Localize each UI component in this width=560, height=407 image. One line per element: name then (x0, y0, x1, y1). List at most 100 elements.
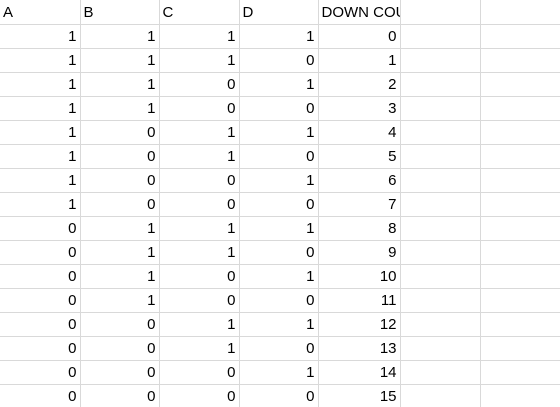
empty-cell[interactable] (480, 168, 560, 193)
cell-d[interactable]: 1 (239, 24, 319, 49)
cell-a[interactable]: 1 (0, 168, 81, 193)
cell-c[interactable]: 1 (159, 336, 240, 361)
cell-b[interactable]: 0 (80, 384, 160, 407)
cell-b[interactable]: 1 (80, 72, 160, 97)
cell-b[interactable]: 1 (80, 240, 160, 265)
cell-c[interactable]: 1 (159, 312, 240, 337)
cell-b[interactable]: 0 (80, 360, 160, 385)
cell-c[interactable]: 1 (159, 120, 240, 145)
empty-cell[interactable] (480, 120, 560, 145)
cell-c[interactable]: 1 (159, 240, 240, 265)
cell-output[interactable]: 11 (318, 288, 401, 313)
empty-cell[interactable] (400, 240, 481, 265)
header-cell-a[interactable]: A (0, 0, 81, 25)
empty-cell[interactable] (400, 312, 481, 337)
empty-cell[interactable] (480, 48, 560, 73)
cell-b[interactable]: 1 (80, 264, 160, 289)
empty-cell[interactable] (480, 216, 560, 241)
cell-d[interactable]: 1 (239, 72, 319, 97)
empty-cell[interactable] (480, 144, 560, 169)
empty-cell[interactable] (400, 0, 481, 25)
cell-b[interactable]: 1 (80, 48, 160, 73)
cell-a[interactable]: 1 (0, 48, 81, 73)
cell-c[interactable]: 1 (159, 24, 240, 49)
empty-cell[interactable] (480, 288, 560, 313)
empty-cell[interactable] (400, 96, 481, 121)
header-cell-c[interactable]: C (159, 0, 240, 25)
cell-a[interactable]: 0 (0, 240, 81, 265)
cell-b[interactable]: 1 (80, 288, 160, 313)
empty-cell[interactable] (400, 72, 481, 97)
empty-cell[interactable] (400, 144, 481, 169)
empty-cell[interactable] (400, 288, 481, 313)
empty-cell[interactable] (400, 264, 481, 289)
cell-a[interactable]: 0 (0, 216, 81, 241)
cell-output[interactable]: 6 (318, 168, 401, 193)
empty-cell[interactable] (400, 384, 481, 407)
empty-cell[interactable] (400, 360, 481, 385)
cell-b[interactable]: 0 (80, 192, 160, 217)
empty-cell[interactable] (480, 192, 560, 217)
cell-output[interactable]: 8 (318, 216, 401, 241)
cell-c[interactable]: 0 (159, 96, 240, 121)
empty-cell[interactable] (400, 24, 481, 49)
cell-d[interactable]: 1 (239, 360, 319, 385)
cell-c[interactable]: 0 (159, 360, 240, 385)
empty-cell[interactable] (480, 384, 560, 407)
empty-cell[interactable] (480, 264, 560, 289)
cell-output[interactable]: 7 (318, 192, 401, 217)
cell-output[interactable]: 0 (318, 24, 401, 49)
cell-a[interactable]: 1 (0, 192, 81, 217)
cell-d[interactable]: 0 (239, 336, 319, 361)
cell-a[interactable]: 0 (0, 288, 81, 313)
cell-a[interactable]: 0 (0, 336, 81, 361)
cell-d[interactable]: 0 (239, 48, 319, 73)
cell-a[interactable]: 1 (0, 144, 81, 169)
cell-d[interactable]: 0 (239, 288, 319, 313)
cell-b[interactable]: 0 (80, 312, 160, 337)
cell-a[interactable]: 0 (0, 312, 81, 337)
cell-d[interactable]: 0 (239, 96, 319, 121)
cell-a[interactable]: 1 (0, 24, 81, 49)
cell-b[interactable]: 1 (80, 24, 160, 49)
cell-output[interactable]: 15 (318, 384, 401, 407)
header-cell-b[interactable]: B (80, 0, 160, 25)
empty-cell[interactable] (480, 24, 560, 49)
cell-c[interactable]: 0 (159, 264, 240, 289)
header-cell-output[interactable]: DOWN COUNTER OUTPUT (318, 0, 401, 25)
cell-d[interactable]: 1 (239, 216, 319, 241)
cell-c[interactable]: 0 (159, 192, 240, 217)
cell-d[interactable]: 0 (239, 192, 319, 217)
empty-cell[interactable] (400, 48, 481, 73)
cell-b[interactable]: 1 (80, 96, 160, 121)
cell-output[interactable]: 14 (318, 360, 401, 385)
cell-output[interactable]: 5 (318, 144, 401, 169)
cell-a[interactable]: 1 (0, 120, 81, 145)
empty-cell[interactable] (400, 216, 481, 241)
cell-output[interactable]: 13 (318, 336, 401, 361)
empty-cell[interactable] (480, 0, 560, 25)
empty-cell[interactable] (480, 360, 560, 385)
cell-b[interactable]: 0 (80, 120, 160, 145)
cell-a[interactable]: 0 (0, 360, 81, 385)
cell-d[interactable]: 0 (239, 144, 319, 169)
cell-c[interactable]: 1 (159, 144, 240, 169)
cell-a[interactable]: 1 (0, 72, 81, 97)
empty-cell[interactable] (400, 120, 481, 145)
empty-cell[interactable] (400, 336, 481, 361)
cell-d[interactable]: 1 (239, 120, 319, 145)
cell-output[interactable]: 1 (318, 48, 401, 73)
cell-a[interactable]: 0 (0, 384, 81, 407)
cell-b[interactable]: 0 (80, 144, 160, 169)
empty-cell[interactable] (480, 312, 560, 337)
empty-cell[interactable] (480, 96, 560, 121)
cell-a[interactable]: 0 (0, 264, 81, 289)
cell-output[interactable]: 10 (318, 264, 401, 289)
cell-d[interactable]: 1 (239, 264, 319, 289)
cell-d[interactable]: 0 (239, 240, 319, 265)
empty-cell[interactable] (480, 336, 560, 361)
cell-b[interactable]: 1 (80, 216, 160, 241)
cell-c[interactable]: 0 (159, 288, 240, 313)
cell-d[interactable]: 1 (239, 312, 319, 337)
cell-output[interactable]: 4 (318, 120, 401, 145)
